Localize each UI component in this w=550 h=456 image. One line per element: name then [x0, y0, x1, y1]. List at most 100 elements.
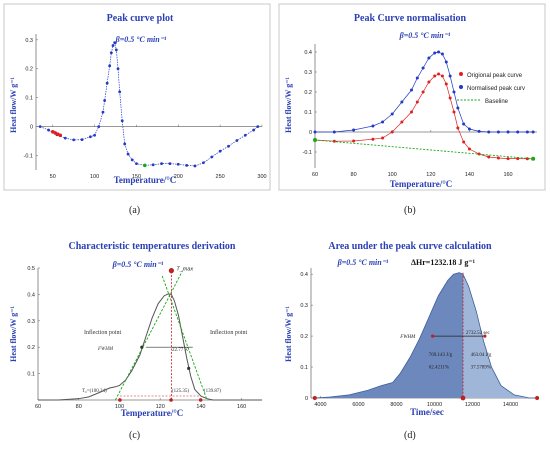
chart-d-right-area: 463.04 J/g [471, 353, 492, 358]
chart-b-ytick-label: -0.1 [303, 150, 312, 156]
chart-b-point [437, 72, 441, 76]
chart-b-point [381, 136, 385, 140]
chart-b-point [448, 74, 452, 78]
chart-b-point [421, 66, 425, 70]
chart-a-point [118, 90, 122, 94]
chart-c-xtick-label: 100 [115, 404, 124, 410]
chart-b-point [381, 120, 385, 124]
chart-a-point [97, 125, 101, 128]
chart-d-ytick-label: 0 [305, 396, 308, 402]
chart-d-xtick-label: 10000 [427, 402, 442, 408]
chart-a-ytick-label: 0.1 [25, 96, 33, 102]
panel-d: Area under the peak curve calculation β=… [275, 228, 550, 438]
chart-d-xtick-label: 4000 [314, 402, 326, 408]
chart-b-point [352, 128, 356, 132]
chart-d-ytick-label: 0.1 [300, 365, 308, 371]
chart-b-point [390, 112, 394, 116]
chart-a-xtick-label: 300 [257, 174, 266, 180]
chart-a-point [113, 41, 117, 45]
chart-b-point [313, 138, 317, 142]
chart-b-subtitle: β=0.5 °C min⁻¹ [399, 31, 451, 40]
chart-b-ytick-label: 0.4 [304, 50, 312, 56]
chart-d-ylabel: Heat flow/W g⁻¹ [284, 306, 293, 362]
chart-c-xlabel: Temperature/°C [121, 408, 184, 418]
caption-d: (d) [404, 430, 416, 441]
chart-b-xlabel: Temperature/°C [390, 179, 453, 189]
chart-d-subtitle: β=0.5 °C min⁻¹ [337, 258, 389, 267]
chart-d-ytick-label: 0.2 [300, 334, 308, 340]
chart-c-xtick-label: 120 [156, 404, 165, 410]
annotation-t-right: (139.87) [204, 389, 221, 394]
chart-c-inflection-marker [140, 345, 144, 349]
chart-d-xtick-label: 14000 [503, 402, 518, 408]
chart-d-xtick-label: 12000 [465, 402, 480, 408]
chart-a: Peak curve plot β=0.5 °C min⁻¹ Temperatu… [3, 3, 271, 191]
chart-a-point [210, 155, 214, 159]
chart-c-tangent [161, 275, 208, 401]
chart-a-point [256, 125, 260, 128]
chart-c-tmax-marker [168, 268, 174, 274]
panel-c: Characteristic temperatures derivation β… [0, 228, 275, 438]
chart-d-title: Area under the peak curve calculation [328, 241, 492, 252]
chart-b-point [444, 60, 448, 64]
chart-b-xtick-label: 160 [503, 172, 512, 178]
chart-c-xtick-label: 80 [76, 404, 82, 410]
chart-b-ytick-label: 0.1 [304, 110, 312, 116]
chart-b-ytick-label: 0.2 [304, 90, 312, 96]
chart-b-point [487, 155, 491, 159]
chart-d-xtick-label: 8000 [390, 402, 402, 408]
chart-a-ytick-label: -0.1 [24, 154, 33, 160]
chart-b-xtick-label: 60 [312, 172, 318, 178]
chart-b-point [410, 110, 414, 114]
chart-c-ylabel: Heat flow/W g⁻¹ [9, 306, 18, 362]
chart-a-point [202, 161, 205, 165]
chart-c-temperature-marker [198, 398, 203, 402]
legend-label-normalised: Normalised peak curv [467, 86, 525, 92]
chart-a-point [235, 139, 239, 142]
chart-d: Area under the peak curve calculation β=… [284, 241, 540, 417]
chart-b-ytick-label: 0 [309, 130, 312, 136]
chart-a-xtick-label: 50 [50, 174, 56, 180]
chart-a-point [58, 133, 63, 138]
chart-a-point [116, 67, 120, 71]
chart-b-point [456, 106, 460, 110]
chart-b-point [421, 90, 425, 94]
chart-b-point [415, 76, 419, 80]
chart-c-ytick-label: 0.4 [27, 292, 35, 298]
chart-c-inflection-marker [187, 366, 191, 370]
legend-label-baseline: Baseline [485, 99, 509, 105]
chart-b-point [440, 74, 444, 78]
chart-a-ytick-label: 0 [30, 125, 33, 131]
legend-label-original: Origional peak curve [467, 73, 523, 79]
chart-c-ytick-label: 0.3 [27, 319, 35, 325]
chart-b-point [390, 130, 394, 134]
chart-b-point [467, 127, 471, 131]
chart-b-baseline [314, 139, 534, 160]
chart-a-point [111, 44, 115, 47]
chart-b: Peak Curve normalisation β=0.5 °C min⁻¹ … [278, 3, 546, 191]
chart-c-subtitle: β=0.5 °C min⁻¹ [112, 260, 164, 269]
chart-d-end-marker [535, 396, 540, 400]
chart-a-xtick-label: 250 [216, 174, 225, 180]
chart-b-point [487, 130, 491, 134]
chart-b-point [496, 156, 500, 160]
chart-b-point [462, 122, 466, 126]
chart-b-ytick-label: 0.3 [304, 70, 312, 76]
chart-b-point [516, 130, 520, 134]
chart-a-point [114, 48, 118, 52]
chart-d-series-line [314, 272, 538, 399]
chart-b-point [525, 130, 529, 134]
chart-a-point [72, 138, 76, 142]
chart-a-point [93, 133, 96, 137]
caption-a: (a) [129, 205, 141, 216]
chart-a-point [168, 162, 172, 166]
chart-b-legend: Origional peak curve Normalised peak cur… [459, 72, 525, 105]
chart-c-ytick-label: 0.2 [27, 345, 35, 351]
chart-b-point [440, 52, 444, 56]
chart-c-temperature-marker [169, 398, 173, 402]
chart-d-annotation: ΔHr=1232.18 J g⁻¹ [411, 258, 476, 267]
chart-a-point [105, 81, 109, 85]
chart-a-point [185, 163, 189, 167]
chart-d-xtick-label: 6000 [352, 402, 364, 408]
chart-a-point [227, 144, 230, 148]
